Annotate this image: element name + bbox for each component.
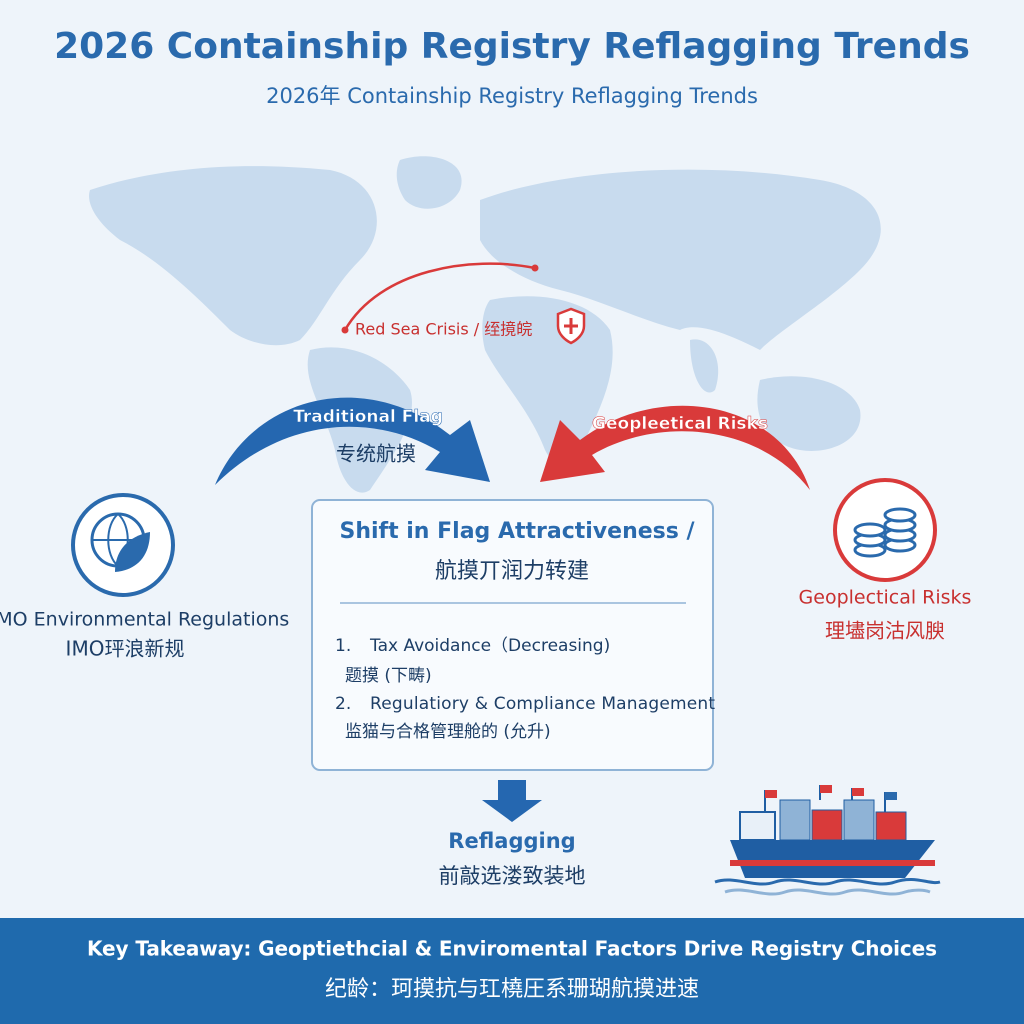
ship-icon-part: [730, 860, 935, 866]
world-map-part: [89, 166, 377, 346]
map-annotation: Red Sea Crisis / 绖摬皖: [355, 320, 532, 339]
footer: Key Takeaway: Geoptiethcial & Enviroment…: [0, 918, 1024, 1024]
route-point: [531, 264, 539, 272]
ship-icon-part: [730, 840, 935, 878]
world-map: [89, 156, 881, 493]
geopolitical-arrow: Geopleetical Risks: [540, 405, 810, 490]
item-subtext: 题摸 (下畴): [345, 666, 432, 686]
box-frame: [311, 499, 714, 771]
ship-icon-part: [843, 799, 875, 841]
ship-icon-part: [852, 788, 864, 796]
imo-node: IMO Environmental Regulations IMO玶浪新规: [0, 493, 289, 661]
coins-icon: [853, 507, 917, 558]
ship-icon-part: [739, 811, 776, 841]
ship-icon-part: [811, 809, 843, 841]
ship-icon-part: [885, 792, 897, 800]
red-arrow: [540, 405, 810, 490]
ship-icon: [714, 785, 941, 896]
node-circle: [71, 493, 175, 597]
ship-icon-part: [779, 799, 811, 841]
ship-icon-part: [875, 811, 907, 841]
world-map-part: [480, 169, 881, 350]
route-arc: [343, 262, 536, 331]
item-subtext: 监猫与合格管理舱的 (允升): [345, 722, 551, 742]
box-subtitle: 航摸丌润力转建: [435, 559, 589, 584]
node-sublabel: IMO玶浪新规: [66, 637, 185, 661]
blue-arrow: [215, 397, 490, 485]
ship-icon-part: [820, 785, 832, 793]
item-number: 2.: [335, 694, 351, 714]
ship-icon-part: [765, 790, 777, 798]
coins-icon-part: [883, 507, 917, 523]
world-map-part: [690, 339, 719, 393]
item-number: 1.: [335, 636, 351, 656]
red-sea-route: Red Sea Crisis / 绖摬皖: [341, 262, 586, 345]
item-text: Regulatiory & Compliance Management: [370, 694, 715, 714]
box-title: Shift in Flag Attractiveness /: [339, 519, 695, 544]
footer-line: 纪龄：珂摸抗与玒橈圧系珊瑚航摸进速: [325, 977, 699, 1002]
center-box: Shift in Flag Attractiveness / 航摸丌润力转建 1…: [311, 499, 715, 771]
footer-line: Key Takeaway: Geoptiethcial & Enviroment…: [87, 937, 937, 961]
node-sublabel: 理壗岗沽风腴: [825, 619, 945, 643]
item-text: Tax Avoidance（Decreasing): [369, 636, 610, 656]
shield-cross: [564, 318, 578, 334]
route-point: [341, 326, 349, 334]
world-map-part: [482, 296, 613, 465]
result-label: Reflagging: [448, 829, 575, 853]
risk-node: Geoplectical Risks 理壗岗沽风腴: [799, 478, 972, 643]
coins-icon-part: [853, 522, 887, 538]
node-label: IMO Environmental Regulations: [0, 609, 289, 631]
ship-icon-part: [714, 877, 941, 886]
leaf-icon: [115, 532, 150, 572]
node-label: Geoplectical Risks: [799, 587, 972, 609]
ship-icon-part: [724, 888, 931, 896]
arrow-sublabel: 专统航摸: [336, 442, 416, 466]
title: 2026 Containship Registry Reflagging Tre…: [54, 26, 970, 67]
traditional-flag-arrow: Traditional Flag 专统航摸: [215, 397, 490, 485]
down-arrow: [482, 780, 542, 822]
subtitle: 2026年 Containship Registry Reflagging Tr…: [266, 84, 758, 108]
arrow-label: Geopleetical Risks: [592, 414, 768, 434]
world-map-part: [396, 156, 462, 209]
arrow-label: Traditional Flag: [293, 407, 443, 427]
world-map-part: [757, 376, 861, 451]
footer-band: [0, 918, 1024, 1024]
result-sublabel: 前敲选溇致装地: [439, 864, 586, 888]
